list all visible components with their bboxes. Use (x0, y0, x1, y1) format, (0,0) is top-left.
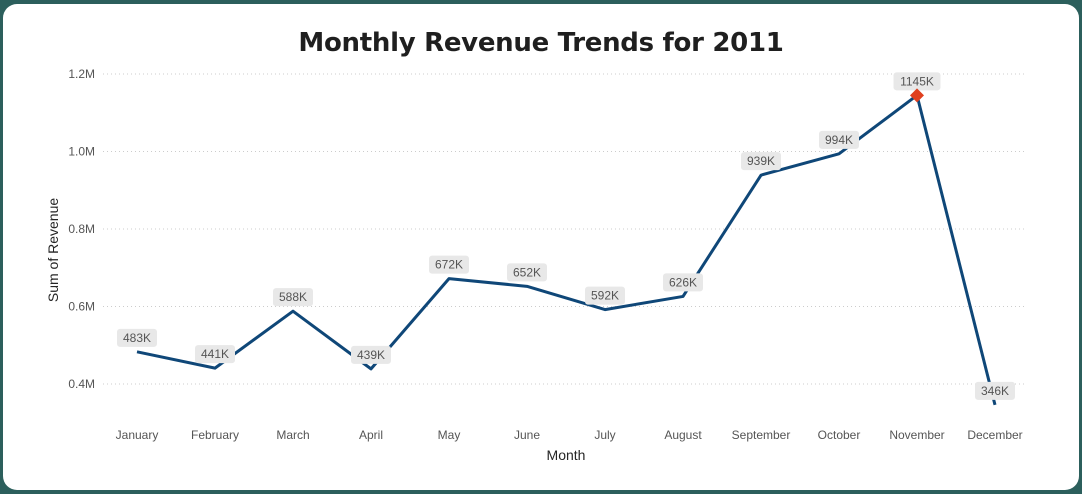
data-label: 441K (195, 345, 235, 364)
max-point-marker (910, 88, 924, 103)
data-label-text: 439K (357, 348, 385, 362)
y-tick-label: 1.0M (68, 145, 95, 159)
x-tick-label: April (359, 428, 383, 442)
data-label: 588K (273, 288, 313, 307)
data-label: 626K (663, 273, 703, 292)
data-label-bg (819, 130, 859, 149)
data-label-bg (273, 288, 313, 307)
data-label-bg (429, 255, 469, 274)
data-label: 672K (429, 255, 469, 274)
chart-title: Monthly Revenue Trends for 2011 (298, 28, 784, 58)
y-tick-label: 0.4M (68, 377, 95, 391)
chart-card: Monthly Revenue Trends for 2011 0.4M 0.6M… (3, 4, 1079, 490)
x-tick-label: January (116, 428, 159, 442)
data-label-text: 652K (513, 265, 541, 279)
x-tick-label: December (967, 428, 1022, 442)
data-label-bg (663, 273, 703, 292)
x-tick-label: November (889, 428, 944, 442)
series-line (136, 93, 997, 406)
data-label-text: 483K (123, 331, 151, 345)
data-label: 652K (507, 263, 547, 282)
data-label-bg (585, 286, 625, 305)
data-label-text: 672K (435, 258, 463, 272)
data-label-bg (195, 345, 235, 364)
data-label-bg (975, 381, 1015, 400)
x-tick-label: July (594, 428, 615, 442)
data-label-bg (741, 152, 781, 171)
x-axis-ticks: January February March April May June July Augu… (116, 428, 1023, 442)
data-label: 483K (117, 328, 157, 347)
data-label: 592K (585, 286, 625, 305)
data-label: 439K (351, 345, 391, 364)
x-tick-label: February (191, 428, 239, 442)
y-tick-label: 0.8M (68, 222, 95, 236)
data-label-text: 939K (747, 154, 775, 168)
x-tick-label: August (664, 428, 702, 442)
data-label-text: 346K (981, 384, 1009, 398)
data-label-text: 994K (825, 133, 853, 147)
data-label: 1145K (893, 72, 941, 91)
x-tick-label: September (732, 428, 791, 442)
data-label: 939K (741, 152, 781, 171)
data-label-bg (507, 263, 547, 282)
x-tick-label: June (514, 428, 540, 442)
x-axis-label: Month (547, 447, 586, 463)
data-label-text: 588K (279, 290, 307, 304)
data-label: 346K (975, 381, 1015, 400)
y-axis-label: Sum of Revenue (45, 198, 61, 302)
y-tick-label: 1.2M (68, 67, 95, 81)
x-tick-label: October (818, 428, 861, 442)
y-tick-label: 0.6M (68, 300, 95, 314)
data-label-text: 592K (591, 289, 619, 303)
data-labels: 483K 441K 588K 439K 672K 652K 592K 626K 939K 994K… (117, 72, 1015, 400)
gridlines (103, 73, 1025, 385)
data-label: 994K (819, 130, 859, 149)
data-label-text: 626K (669, 275, 697, 289)
markers (910, 88, 924, 103)
data-label-text: 441K (201, 347, 229, 361)
data-label-bg (117, 328, 157, 347)
data-label-text: 1145K (900, 74, 934, 88)
data-label-bg (351, 345, 391, 364)
x-tick-label: May (438, 428, 461, 442)
y-axis-ticks: 0.4M 0.6M 0.8M 1.0M 1.2M (68, 67, 95, 391)
x-tick-label: March (276, 428, 309, 442)
line-chart: 0.4M 0.6M 0.8M 1.0M 1.2M January February Marc… (45, 67, 1025, 463)
data-label-bg (893, 72, 941, 91)
series-line-path (136, 93, 997, 406)
